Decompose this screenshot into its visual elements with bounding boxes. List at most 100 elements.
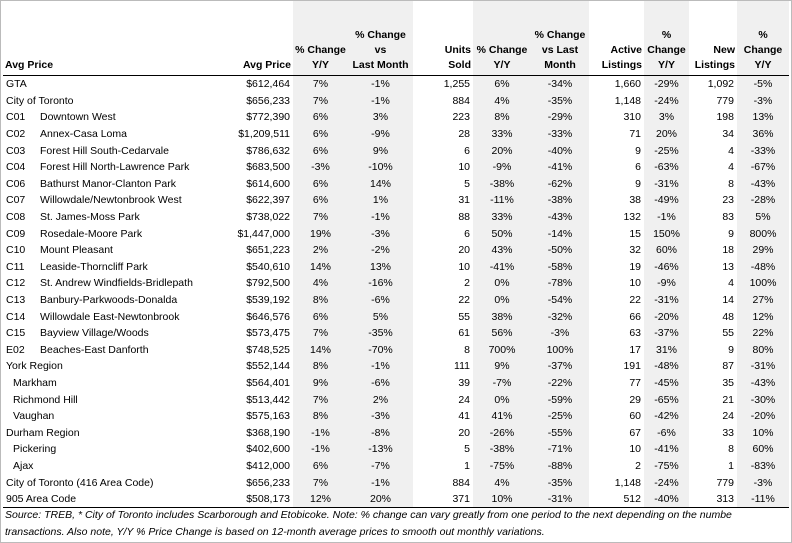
cell: -3% [531,324,589,342]
cell: $540,610 [246,260,290,273]
cell: -67% [737,158,789,176]
cell: $614,600 [246,177,290,190]
area-name: City of Toronto [6,94,74,107]
header-line: Last Month [352,59,409,71]
cell: $792,500 [246,277,290,290]
area-name: Markham [13,376,57,389]
table-row: C14 Willowdale East-Newtonbrook $646,576 6%… [3,308,789,325]
cell: -38% [473,175,531,193]
cell: -88% [531,457,589,475]
cell: 884 [452,476,470,489]
row-label: C08 St. James-Moss Park [3,209,221,226]
cell: -45% [644,374,689,392]
table-row: Richmond Hill $513,442 7% 2% 24 0% -59% 29 -65% 2… [3,391,789,408]
row-label: C04 Forest Hill North-Lawrence Park [3,159,221,176]
cell: -70% [348,341,413,359]
cell: -6% [348,374,413,392]
area-name: Forest Hill North-Lawrence Park [40,161,190,174]
row-label: GTA [3,76,221,93]
column-header: % Change vs Last Month [348,1,413,76]
cell: 100% [737,275,789,292]
header-line: New [713,44,735,56]
cell: 19% [293,225,348,242]
header-line: % [661,29,672,41]
cell: 700% [473,341,531,359]
cell: 63 [629,327,641,340]
table-row: Pickering $402,600 -1% -13% 5 -38% -71% 10 -41% 8… [3,441,789,458]
cell: -2% [348,241,413,259]
cell: $651,223 [246,244,290,257]
cell: 0% [473,391,531,408]
header-line: % Change [534,29,586,41]
row-label: C01 Downtown West [3,109,221,126]
header-line: Month [544,59,576,71]
cell: -1% [348,92,413,110]
cell: -35% [531,92,589,110]
cell: -24% [644,92,689,110]
cell: 10 [629,277,641,290]
cell: 8 [728,443,734,456]
cell: -40% [531,142,589,159]
cell: $656,233 [246,476,290,489]
cell: -38% [473,441,531,458]
area-code: C10 [6,244,26,257]
cell: -50% [531,241,589,259]
cell: 1 [464,459,470,472]
cell: 14% [293,258,348,276]
row-label: C11 Leaside-Thorncliff Park [3,259,221,276]
cell: -11% [473,192,531,209]
cell: -3% [293,158,348,176]
cell: 31% [644,341,689,359]
row-label: C07 Willowdale/Newtonbrook West [3,192,221,209]
cell: $513,442 [246,393,290,406]
area-name: GTA [6,78,27,91]
header-line: Active [610,44,642,56]
cell: 88 [458,211,470,224]
cell: -10% [348,158,413,176]
cell: -3% [348,407,413,425]
row-label: City of Toronto [3,93,221,110]
cell: 5% [737,208,789,226]
cell: 13% [348,258,413,276]
area-name: St. James-Moss Park [40,211,140,224]
cell: -29% [531,109,589,126]
area-name: Willowdale/Newtonbrook West [40,194,182,207]
cell: -11% [737,490,789,509]
cell: 132 [623,211,641,224]
cell: 50% [473,225,531,242]
row-label: York Region [3,358,221,375]
cell: -43% [737,374,789,392]
cell: 10% [737,424,789,442]
column-header: New Listings [689,1,737,76]
cell: 43% [473,241,531,259]
table-row: C03 Forest Hill South-Cedarvale $786,632 6%… [3,142,789,159]
cell: -20% [644,308,689,325]
area-name: Pickering [13,443,57,456]
cell: -20% [737,407,789,425]
cell: 39 [458,376,470,389]
cell: 27% [737,291,789,309]
area-name: St. Andrew Windfields-Bridlepath [40,277,193,290]
cell: -1% [348,474,413,491]
cell: -31% [531,490,589,509]
row-label: Markham [3,375,221,392]
cell: 779 [716,94,734,107]
cell: 191 [623,360,641,373]
cell: $368,190 [246,426,290,439]
row-label: C06 Bathurst Manor-Clanton Park [3,176,221,193]
cell: -1% [293,441,348,458]
cell: -41% [644,441,689,458]
header-line: Y/Y [493,59,511,71]
area-code: C08 [6,211,26,224]
cell: -22% [531,374,589,392]
cell: -35% [531,474,589,491]
cell: -48% [644,358,689,375]
header-line: Y/Y [754,59,772,71]
cell: -29% [644,75,689,93]
area-name: 905 Area Code [6,493,77,506]
area-name: Bayview Village/Woods [40,327,149,340]
table-row: 905 Area Code $508,173 12% 20% 371 10% -31% 512… [3,490,789,509]
area-name: Beaches-East Danforth [40,343,149,356]
cell: 3% [644,109,689,126]
